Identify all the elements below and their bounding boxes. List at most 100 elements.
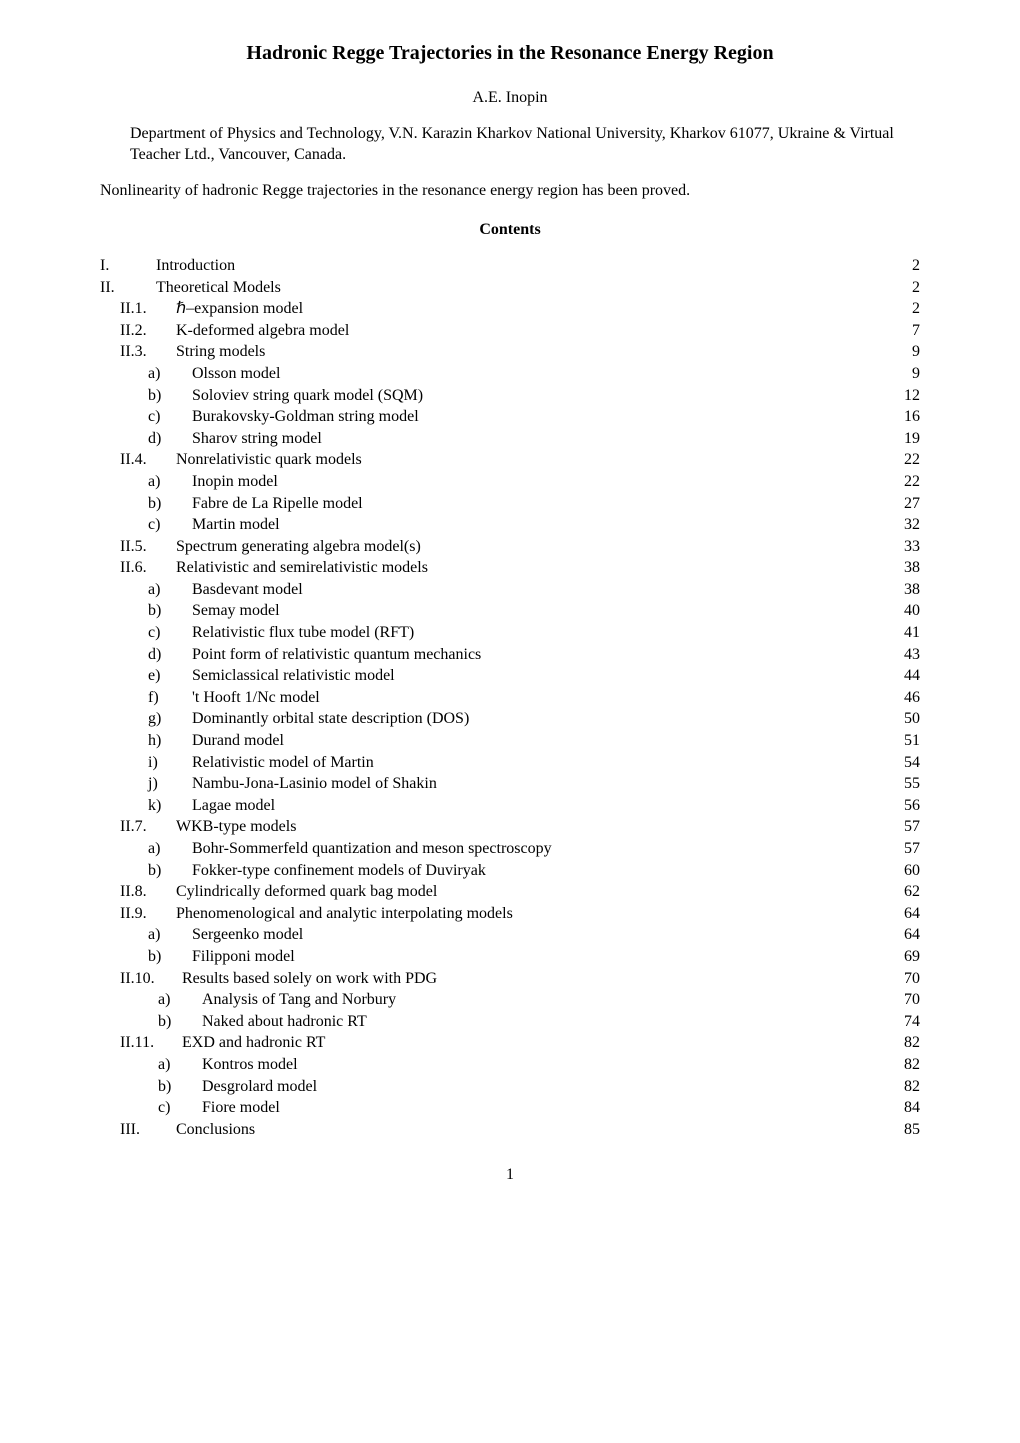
toc-page: 33 — [904, 536, 920, 558]
toc-text: Relativistic model of Martin — [192, 752, 884, 774]
toc-text: Lagae model — [192, 795, 884, 817]
toc-text: WKB-type models — [176, 816, 884, 838]
paper-title: Hadronic Regge Trajectories in the Reson… — [100, 40, 920, 67]
toc-page: 19 — [904, 428, 920, 450]
toc-page: 22 — [904, 449, 920, 471]
toc-label: a) — [148, 579, 192, 601]
toc-label: II.8. — [120, 881, 176, 903]
toc-label: II.9. — [120, 903, 176, 925]
toc-page: 27 — [904, 493, 920, 515]
toc-page: 46 — [904, 687, 920, 709]
toc-text: Spectrum generating algebra model(s) — [176, 536, 884, 558]
toc-label: II.7. — [120, 816, 176, 838]
toc-page: 22 — [904, 471, 920, 493]
toc-text: Burakovsky-Goldman string model — [192, 406, 884, 428]
abstract-text: Nonlinearity of hadronic Regge trajector… — [100, 180, 920, 202]
toc-text: Filipponi model — [192, 946, 884, 968]
toc-text: Theoretical Models — [156, 277, 892, 299]
toc-label: b) — [148, 600, 192, 622]
toc-label: c) — [148, 406, 192, 428]
toc-text: Nambu-Jona-Lasinio model of Shakin — [192, 773, 884, 795]
author-affiliation: Department of Physics and Technology, V.… — [130, 123, 920, 166]
toc-page: 2 — [912, 277, 920, 299]
toc-text: Cylindrically deformed quark bag model — [176, 881, 884, 903]
toc-entry: b)Semay model40 — [100, 600, 920, 622]
toc-text: Phenomenological and analytic interpolat… — [176, 903, 884, 925]
toc-entry: c)Burakovsky-Goldman string model16 — [100, 406, 920, 428]
toc-entry: f)'t Hooft 1/Nc model46 — [100, 687, 920, 709]
toc-entry: II.6.Relativistic and semirelativistic m… — [100, 557, 920, 579]
toc-label: b) — [148, 946, 192, 968]
toc-text: Conclusions — [176, 1119, 884, 1141]
toc-text: Olsson model — [192, 363, 892, 385]
toc-text: Introduction — [156, 255, 892, 277]
toc-entry: II.3.String models 9 — [100, 341, 920, 363]
toc-entry: II.Theoretical Models2 — [100, 277, 920, 299]
toc-text: Fiore model — [202, 1097, 884, 1119]
toc-page: 9 — [912, 341, 920, 363]
toc-label: II.3. — [120, 341, 176, 363]
toc-entry: i)Relativistic model of Martin54 — [100, 752, 920, 774]
toc-page: 55 — [904, 773, 920, 795]
toc-entry: c)Relativistic flux tube model (RFT)41 — [100, 622, 920, 644]
toc-page: 54 — [904, 752, 920, 774]
toc-entry: c)Fiore model84 — [100, 1097, 920, 1119]
toc-label: II.5. — [120, 536, 176, 558]
toc-text: Bohr-Sommerfeld quantization and meson s… — [192, 838, 884, 860]
toc-page: 51 — [904, 730, 920, 752]
toc-label: b) — [148, 493, 192, 515]
toc-label: a) — [148, 363, 192, 385]
toc-page: 82 — [904, 1076, 920, 1098]
toc-label: II.10. — [120, 968, 182, 990]
toc-page: 56 — [904, 795, 920, 817]
toc-text: Analysis of Tang and Norbury — [202, 989, 884, 1011]
toc-text: EXD and hadronic RT — [182, 1032, 884, 1054]
toc-entry: I.Introduction 2 — [100, 255, 920, 277]
toc-page: 70 — [904, 968, 920, 990]
toc-label: a) — [158, 1054, 202, 1076]
toc-entry: II.9.Phenomenological and analytic inter… — [100, 903, 920, 925]
toc-entry: II.1.ℏ–expansion model2 — [100, 298, 920, 320]
toc-page: 44 — [904, 665, 920, 687]
toc-label: a) — [148, 838, 192, 860]
toc-text: Fabre de La Ripelle model — [192, 493, 884, 515]
toc-text: Inopin model — [192, 471, 884, 493]
toc-text: Sergeenko model — [192, 924, 884, 946]
toc-entry: b)Desgrolard model82 — [100, 1076, 920, 1098]
toc-page: 2 — [912, 298, 920, 320]
toc-text: Martin model — [192, 514, 884, 536]
toc-page: 64 — [904, 903, 920, 925]
toc-label: II.11. — [120, 1032, 182, 1054]
toc-text: Nonrelativistic quark models — [176, 449, 884, 471]
toc-page: 60 — [904, 860, 920, 882]
toc-label: III. — [120, 1119, 176, 1141]
toc-page: 2 — [912, 255, 920, 277]
toc-text: Relativistic and semirelativistic models — [176, 557, 884, 579]
toc-text: Point form of relativistic quantum mecha… — [192, 644, 884, 666]
toc-label: II.2. — [120, 320, 176, 342]
toc-text: Durand model — [192, 730, 884, 752]
toc-entry: a)Sergeenko model64 — [100, 924, 920, 946]
toc-page: 38 — [904, 557, 920, 579]
toc-page: 70 — [904, 989, 920, 1011]
toc-entry: j)Nambu-Jona-Lasinio model of Shakin55 — [100, 773, 920, 795]
toc-entry: b)Naked about hadronic RT74 — [100, 1011, 920, 1033]
toc-text: Sharov string model — [192, 428, 884, 450]
toc-entry: b)Filipponi model69 — [100, 946, 920, 968]
toc-text: String models — [176, 341, 892, 363]
toc-entry: a)Analysis of Tang and Norbury70 — [100, 989, 920, 1011]
toc-text: Desgrolard model — [202, 1076, 884, 1098]
toc-entry: a)Kontros model82 — [100, 1054, 920, 1076]
toc-label: f) — [148, 687, 192, 709]
toc-entry: II.8.Cylindrically deformed quark bag mo… — [100, 881, 920, 903]
toc-page: 62 — [904, 881, 920, 903]
toc-label: c) — [158, 1097, 202, 1119]
author-name: A.E. Inopin — [100, 87, 920, 109]
toc-label: II.6. — [120, 557, 176, 579]
toc-page: 82 — [904, 1032, 920, 1054]
toc-entry: II.10.Results based solely on work with … — [100, 968, 920, 990]
toc-label: I. — [100, 255, 156, 277]
toc-text: Soloviev string quark model (SQM) — [192, 385, 884, 407]
toc-label: a) — [148, 924, 192, 946]
toc-text: ℏ–expansion model — [176, 298, 892, 320]
